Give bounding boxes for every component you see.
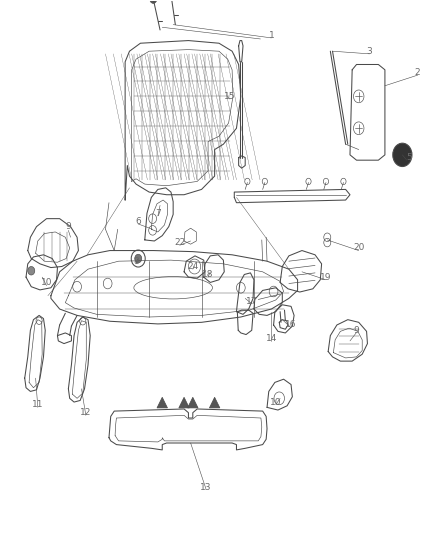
Text: 19: 19: [320, 273, 332, 281]
Polygon shape: [179, 397, 189, 408]
Text: 16: 16: [285, 320, 297, 329]
Polygon shape: [209, 397, 220, 408]
Text: 13: 13: [200, 482, 212, 491]
Text: 15: 15: [224, 92, 236, 101]
Text: 6: 6: [135, 217, 141, 226]
Text: 24: 24: [187, 262, 198, 271]
Text: 18: 18: [202, 270, 214, 279]
Text: 8: 8: [133, 257, 139, 265]
Polygon shape: [187, 397, 198, 408]
Text: 7: 7: [155, 209, 161, 218]
Text: 17: 17: [246, 296, 258, 305]
Circle shape: [135, 254, 142, 263]
Text: 14: 14: [266, 334, 277, 343]
Text: 2: 2: [415, 68, 420, 77]
Text: 3: 3: [367, 47, 372, 55]
Text: 20: 20: [353, 244, 364, 253]
Polygon shape: [157, 397, 167, 408]
Text: 1: 1: [268, 31, 274, 40]
Text: 22: 22: [174, 238, 185, 247]
Text: 5: 5: [406, 153, 412, 162]
Text: 9: 9: [353, 326, 360, 335]
Text: 10: 10: [41, 278, 52, 287]
Text: 11: 11: [32, 400, 43, 409]
Text: 9: 9: [66, 222, 71, 231]
Text: 10: 10: [270, 398, 282, 407]
Text: 12: 12: [80, 408, 92, 417]
Circle shape: [393, 143, 412, 166]
Circle shape: [150, 0, 157, 3]
Circle shape: [28, 266, 35, 275]
